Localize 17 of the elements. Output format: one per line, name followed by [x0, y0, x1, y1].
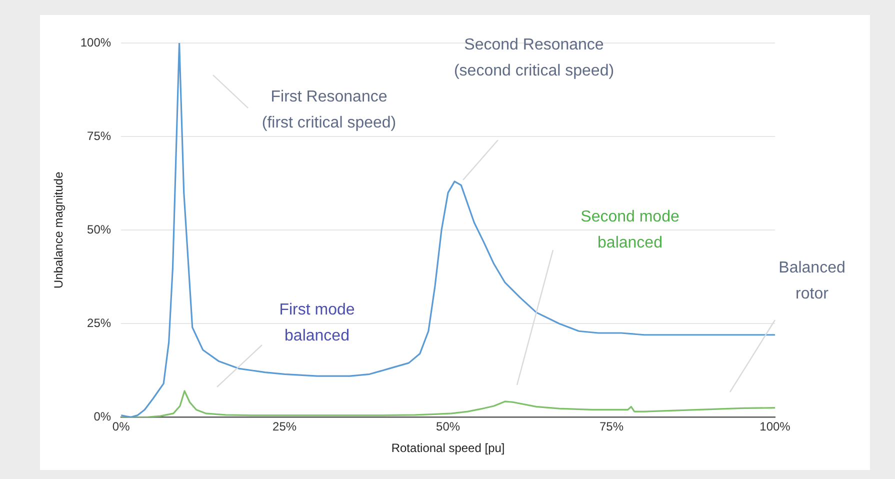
x-tick-label: 75% — [600, 420, 624, 434]
y-tick-label: 50% — [87, 222, 112, 236]
x-tick-label: 100% — [760, 420, 791, 434]
y-tick-label: 0% — [94, 410, 112, 424]
y-tick-label: 25% — [87, 316, 112, 330]
annotation: Second Resonance (second critical speed) — [454, 36, 614, 80]
annotation: First Resonance (first critical speed) — [262, 88, 396, 132]
annotation: Second mode balanced — [580, 208, 680, 252]
text: Balanced rotor — [778, 259, 846, 302]
y-axis-title: Unbalance magnitude — [52, 171, 66, 288]
x-tick-label: 25% — [272, 420, 297, 434]
x-axis-title: Rotational speed [pu] — [391, 441, 505, 456]
annotation: First mode balanced — [279, 301, 355, 344]
x-tick-label: 0% — [112, 420, 130, 434]
y-tick-label: 100% — [80, 35, 112, 50]
x-tick-label: 50% — [436, 420, 460, 434]
y-tick-label: 75% — [87, 128, 112, 143]
